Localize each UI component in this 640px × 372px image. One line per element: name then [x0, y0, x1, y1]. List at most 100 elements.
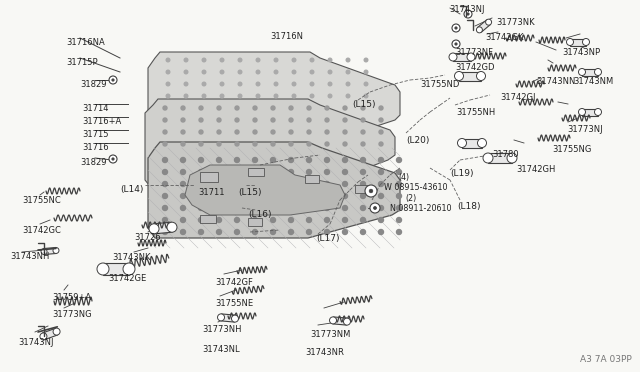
- Circle shape: [566, 38, 573, 45]
- Circle shape: [217, 118, 221, 122]
- Polygon shape: [148, 142, 400, 238]
- Polygon shape: [582, 109, 598, 115]
- Circle shape: [378, 205, 383, 211]
- Circle shape: [180, 230, 186, 234]
- Circle shape: [307, 230, 312, 234]
- Circle shape: [274, 58, 278, 62]
- Circle shape: [112, 158, 114, 160]
- Circle shape: [307, 157, 312, 163]
- Circle shape: [289, 193, 294, 199]
- Circle shape: [202, 94, 206, 98]
- Circle shape: [307, 142, 311, 146]
- Text: 31726: 31726: [134, 233, 161, 242]
- Text: (4): (4): [398, 173, 409, 182]
- Circle shape: [97, 263, 109, 275]
- Circle shape: [274, 94, 278, 98]
- Circle shape: [360, 230, 365, 234]
- Circle shape: [271, 230, 275, 234]
- Circle shape: [289, 205, 294, 211]
- Bar: [200, 215, 216, 223]
- Circle shape: [328, 70, 332, 74]
- Text: 31759+A: 31759+A: [52, 293, 91, 302]
- Polygon shape: [477, 20, 490, 32]
- Circle shape: [180, 170, 186, 174]
- Circle shape: [307, 106, 311, 110]
- Text: 31742GD: 31742GD: [455, 63, 495, 72]
- Circle shape: [379, 130, 383, 134]
- Circle shape: [289, 218, 294, 222]
- Circle shape: [163, 205, 168, 211]
- Circle shape: [378, 230, 383, 234]
- Text: 31773NM: 31773NM: [310, 330, 350, 339]
- Text: (L16): (L16): [248, 210, 271, 219]
- Text: (L15): (L15): [352, 100, 376, 109]
- Polygon shape: [462, 138, 482, 148]
- Circle shape: [330, 317, 337, 324]
- Circle shape: [41, 248, 47, 254]
- Circle shape: [486, 19, 492, 25]
- Polygon shape: [148, 52, 400, 148]
- Text: 31715P: 31715P: [66, 58, 98, 67]
- Circle shape: [289, 130, 293, 134]
- Circle shape: [361, 130, 365, 134]
- Circle shape: [149, 224, 159, 234]
- Circle shape: [342, 182, 348, 186]
- Circle shape: [483, 153, 493, 163]
- Circle shape: [180, 182, 186, 186]
- Circle shape: [369, 189, 372, 193]
- Text: (L18): (L18): [457, 202, 481, 211]
- Circle shape: [166, 58, 170, 62]
- Circle shape: [449, 53, 457, 61]
- Polygon shape: [154, 222, 172, 234]
- Circle shape: [378, 157, 383, 163]
- Circle shape: [346, 70, 350, 74]
- Circle shape: [238, 94, 242, 98]
- Polygon shape: [145, 99, 395, 190]
- Circle shape: [218, 314, 225, 321]
- Text: 31743NK: 31743NK: [112, 253, 150, 262]
- Circle shape: [238, 82, 242, 86]
- Circle shape: [360, 157, 365, 163]
- Circle shape: [458, 138, 467, 148]
- Circle shape: [235, 130, 239, 134]
- Circle shape: [271, 170, 275, 174]
- Circle shape: [163, 193, 168, 199]
- Circle shape: [271, 205, 275, 211]
- Text: 31773NG: 31773NG: [52, 310, 92, 319]
- Polygon shape: [570, 38, 586, 45]
- Text: 31743NL: 31743NL: [202, 345, 239, 354]
- Circle shape: [467, 53, 475, 61]
- Polygon shape: [103, 263, 129, 275]
- Circle shape: [163, 142, 167, 146]
- Circle shape: [464, 10, 472, 18]
- Circle shape: [220, 94, 224, 98]
- Circle shape: [378, 193, 383, 199]
- Circle shape: [199, 106, 203, 110]
- Circle shape: [477, 71, 486, 80]
- Circle shape: [307, 193, 312, 199]
- Circle shape: [180, 218, 186, 222]
- Text: 31742GE: 31742GE: [108, 274, 147, 283]
- Circle shape: [397, 230, 401, 234]
- Bar: [355, 185, 367, 193]
- Bar: [200, 172, 218, 182]
- Circle shape: [163, 130, 167, 134]
- Circle shape: [235, 106, 239, 110]
- Circle shape: [343, 118, 347, 122]
- Circle shape: [123, 263, 135, 275]
- Text: 31780: 31780: [492, 150, 518, 159]
- Circle shape: [253, 218, 257, 222]
- Circle shape: [324, 230, 330, 234]
- Circle shape: [477, 138, 486, 148]
- Circle shape: [274, 70, 278, 74]
- Circle shape: [217, 142, 221, 146]
- Text: 31716+A: 31716+A: [82, 117, 121, 126]
- Circle shape: [310, 94, 314, 98]
- Circle shape: [378, 182, 383, 186]
- Circle shape: [397, 182, 401, 186]
- Circle shape: [234, 205, 239, 211]
- Circle shape: [324, 170, 330, 174]
- Text: 31742GJ: 31742GJ: [500, 93, 536, 102]
- Circle shape: [507, 153, 517, 163]
- Circle shape: [379, 118, 383, 122]
